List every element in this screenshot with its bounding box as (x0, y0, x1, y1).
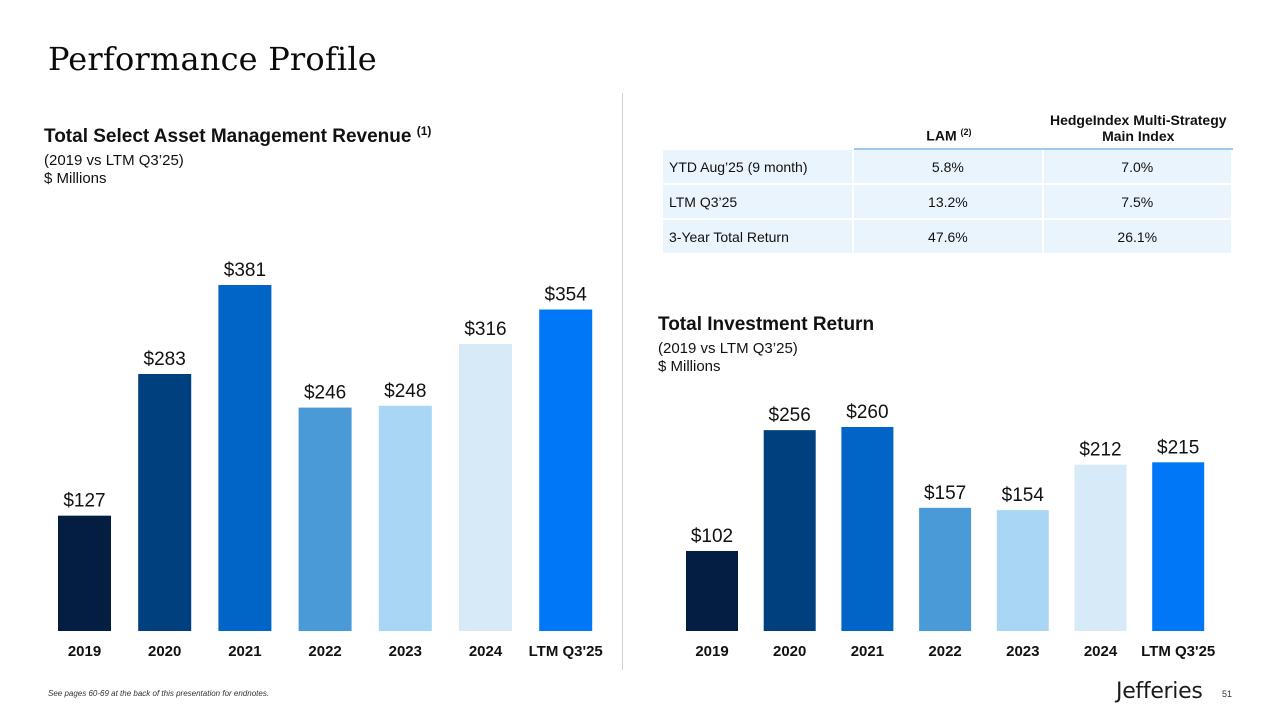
left-bar-value-label: $127 (63, 491, 105, 512)
section-divider (622, 93, 623, 670)
right-bar-ltm-q3-25 (1152, 462, 1205, 631)
left-chart-title-text: Total Select Asset Management Revenue (44, 126, 412, 147)
right-chart-subtitle: (2019 vs LTM Q3’25) (658, 340, 798, 357)
left-category-label: 2019 (68, 643, 101, 660)
left-bar-value-label: $354 (545, 285, 588, 306)
lam-header-note: (2) (960, 127, 972, 138)
right-bar-value-label: $260 (846, 402, 888, 423)
right-category-label: LTM Q3'25 (1141, 643, 1215, 660)
left-bar-2023 (378, 405, 432, 631)
row-lam-value: 5.8% (854, 150, 1044, 185)
table-row: YTD Aug’25 (9 month) 5.8% 7.0% (663, 150, 1233, 185)
right-category-label: 2023 (1006, 643, 1039, 660)
right-bar-2024 (1074, 464, 1127, 631)
right-bar-2022 (919, 507, 972, 631)
table-header-empty (663, 106, 854, 150)
row-hedge-value: 7.5% (1043, 185, 1233, 220)
table-header-hedge: HedgeIndex Multi-Strategy Main Index (1043, 106, 1233, 150)
performance-table: LAM (2) HedgeIndex Multi-Strategy Main I… (663, 106, 1233, 255)
row-label: YTD Aug’25 (9 month) (663, 150, 855, 185)
right-bar-value-label: $157 (924, 483, 966, 504)
left-bar-value-label: $381 (224, 260, 266, 281)
right-bar-2023 (996, 510, 1049, 631)
right-category-label: 2019 (695, 643, 728, 660)
left-bar-2020 (138, 373, 192, 631)
page-title: Performance Profile (48, 40, 377, 78)
left-category-label: 2022 (308, 643, 341, 660)
right-bar-2020 (763, 430, 816, 631)
lam-header-text: LAM (926, 128, 957, 144)
left-bar-2024 (459, 344, 512, 631)
table-header-lam: LAM (2) (854, 106, 1044, 150)
right-bar-value-label: $212 (1079, 440, 1121, 461)
right-bar-2021 (841, 427, 894, 631)
right-bar-2019 (686, 550, 738, 631)
right-category-label: 2021 (851, 643, 884, 660)
left-chart-subtitle: (2019 vs LTM Q3’25) (44, 152, 184, 169)
left-chart-title-note: (1) (416, 124, 432, 138)
table-header-row: LAM (2) HedgeIndex Multi-Strategy Main I… (663, 106, 1233, 150)
right-category-label: 2024 (1084, 643, 1118, 660)
left-bar-ltm-q3-25 (539, 309, 593, 631)
row-lam-value: 13.2% (854, 185, 1044, 220)
left-bar-value-label: $246 (304, 383, 346, 404)
right-bar-value-label: $102 (691, 526, 733, 547)
left-bar-value-label: $316 (464, 319, 506, 340)
row-hedge-value: 7.0% (1043, 150, 1233, 185)
left-category-label: 2021 (228, 643, 261, 660)
row-lam-value: 47.6% (854, 220, 1044, 255)
right-bar-value-label: $154 (1002, 485, 1045, 506)
left-chart-units: $ Millions (44, 170, 107, 187)
left-category-label: LTM Q3'25 (529, 643, 603, 660)
table-row: LTM Q3’25 13.2% 7.5% (663, 185, 1233, 220)
row-label: 3-Year Total Return (663, 220, 855, 255)
right-category-label: 2022 (928, 643, 961, 660)
right-category-label: 2020 (773, 643, 806, 660)
left-bar-2022 (298, 407, 352, 631)
page-number: 51 (1222, 689, 1233, 699)
right-bar-value-label: $215 (1157, 437, 1199, 458)
left-bar-value-label: $283 (144, 349, 186, 370)
left-bar-2019 (58, 515, 111, 631)
right-bar-value-label: $256 (769, 405, 811, 426)
footnote: See pages 60-69 at the back of this pres… (48, 689, 270, 698)
row-label: LTM Q3’25 (663, 185, 855, 220)
right-chart-units: $ Millions (658, 358, 721, 375)
jefferies-logo: Jefferies (1116, 679, 1203, 704)
left-chart-title: Total Select Asset Management Revenue (1… (44, 124, 432, 148)
left-category-label: 2020 (148, 643, 181, 660)
left-bar-2021 (218, 285, 272, 631)
row-hedge-value: 26.1% (1043, 220, 1233, 255)
table-row: 3-Year Total Return 47.6% 26.1% (663, 220, 1233, 255)
left-category-label: 2023 (389, 643, 422, 660)
right-chart-title: Total Investment Return (658, 314, 875, 335)
left-bar-value-label: $248 (384, 381, 426, 402)
left-category-label: 2024 (469, 643, 503, 660)
